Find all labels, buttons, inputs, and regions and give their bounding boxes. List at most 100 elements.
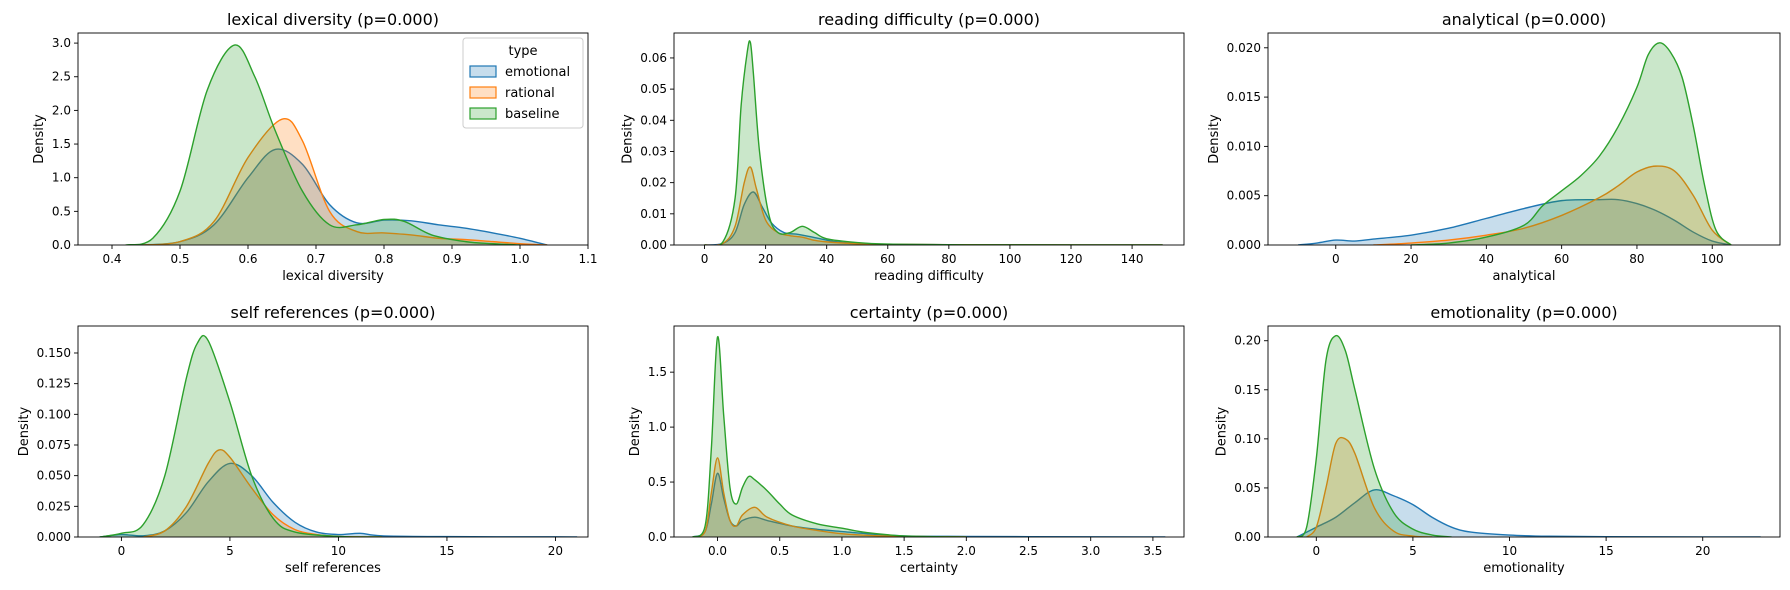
x-tick-label: 0 [1312,544,1320,558]
series-area-emotional [1296,489,1761,537]
axes-frame [77,325,589,538]
x-tick-label: 2.0 [957,544,976,558]
plot-area [692,336,1166,537]
x-tick-label: 0.8 [374,252,393,266]
x-tick-label: 3.0 [1081,544,1100,558]
panel-3: 0 5 10 15 20 0.000 0.025 0.050 0.075 0.100 0.125 0.… [17,303,589,576]
x-tick-label: 1.1 [578,252,597,266]
x-tick-label: 3.5 [1143,544,1162,558]
x-axis-label: analytical [1493,269,1556,284]
x-tick-label: 5 [226,544,234,558]
series-line-baseline [704,40,1163,245]
y-tick-label: 0.075 [37,438,71,452]
series-line-rational [1373,165,1732,245]
x-tick-label: 1.0 [510,252,529,266]
y-tick-label: 0.0 [52,238,71,252]
plot-area [1298,42,1732,245]
series-area-baseline [692,336,967,537]
x-tick-label: 0.5 [770,544,789,558]
x-axis-label: lexical diversity [282,269,384,284]
y-tick-label: 0.010 [1227,139,1261,153]
y-tick-label: 1.5 [52,137,71,151]
y-tick-label: 0.0 [648,530,667,544]
y-tick-label: 0.050 [37,469,71,483]
series-line-baseline [1296,334,1452,537]
plot-area [99,334,578,537]
panel-title: emotionality (p=0.000) [1430,303,1617,322]
x-tick-label: 0.6 [238,252,257,266]
y-tick-label: 0.015 [1227,90,1261,104]
panel-5: 0 5 10 15 20 0.00 0.05 0.10 0.15 0.20 emotionality… [1215,303,1781,576]
x-tick-label: 60 [880,252,895,266]
plot-area [1296,334,1761,537]
axes-frame [77,32,589,246]
y-tick-label: 0.05 [1234,481,1261,495]
y-axis-label: Density [621,114,636,164]
panel-title: analytical (p=0.000) [1442,10,1606,29]
y-tick-label: 0.06 [640,51,667,65]
x-tick-label: 0.7 [306,252,325,266]
series-line-rational [139,117,548,245]
panel-title: certainty (p=0.000) [850,303,1009,322]
x-tick-label: 0 [118,544,126,558]
panel-2: 0 20 40 60 80 100 0.000 0.005 0.010 0.015 0.020 ana… [1207,10,1781,284]
x-tick-label: 60 [1554,252,1569,266]
series-area-emotional [139,149,548,245]
series-area-rational [1306,437,1433,537]
plot-area [704,40,1163,245]
x-tick-label: 80 [941,252,956,266]
y-tick-label: 1.5 [648,365,667,379]
x-axis-label: emotionality [1483,561,1565,576]
x-axis-label: certainty [900,561,959,576]
series-area-emotional [1298,199,1732,245]
x-tick-label: 80 [1629,252,1644,266]
panel-0: 0.4 0.5 0.6 0.7 0.8 0.9 1.0 1.1 0.0 0.5 1.0 1.5 2.0 2… [32,10,597,284]
series-line-baseline [125,44,521,245]
x-tick-label: 140 [1121,252,1144,266]
series-area-rational [1373,166,1732,245]
y-tick-label: 0.5 [648,475,667,489]
x-axis-label: self references [285,561,381,576]
legend-title: type [508,44,537,59]
y-tick-label: 0.20 [1234,334,1261,348]
series-line-baseline [1411,42,1732,245]
plot-area [125,44,548,245]
x-tick-label: 0 [701,252,709,266]
series-area-emotional [99,463,578,537]
x-tick-label: 0.9 [442,252,461,266]
y-axis-label: Density [17,406,32,456]
x-tick-label: 40 [819,252,834,266]
x-tick-label: 1.0 [832,544,851,558]
y-tick-label: 1.0 [52,171,71,185]
legend-entry-emotional: emotional [505,65,570,80]
y-axis-label: Density [1207,114,1222,164]
y-axis-label: Density [628,406,643,456]
x-tick-label: 100 [1701,252,1724,266]
x-tick-label: 0.5 [170,252,189,266]
axes-frame [1267,32,1781,246]
y-tick-label: 0.15 [1234,383,1261,397]
axes-frame [673,325,1185,538]
x-tick-label: 40 [1479,252,1494,266]
series-line-baseline [99,334,382,537]
axes-frame [673,32,1185,246]
series-area-emotional [692,473,1166,537]
y-tick-label: 0.04 [640,113,667,127]
x-tick-label: 10 [1502,544,1517,558]
y-tick-label: 0.01 [640,207,667,221]
y-tick-label: 0.02 [640,176,667,190]
y-tick-label: 0.05 [640,82,667,96]
legend-entry-baseline: baseline [505,107,559,122]
series-line-rational [692,457,967,537]
series-area-baseline [125,44,520,245]
x-tick-label: 100 [998,252,1021,266]
series-line-emotional [139,148,548,245]
x-tick-label: 20 [1695,544,1710,558]
y-axis-label: Density [1215,406,1230,456]
panel-1: 0 20 40 60 80 100 120 140 0.00 0.01 0.02 0.03 0.04 0.… [621,10,1185,284]
legend-box [462,37,584,129]
legend-swatch-emotional [469,65,497,78]
x-tick-label: 5 [1409,544,1417,558]
x-axis-label: reading difficulty [874,269,984,284]
